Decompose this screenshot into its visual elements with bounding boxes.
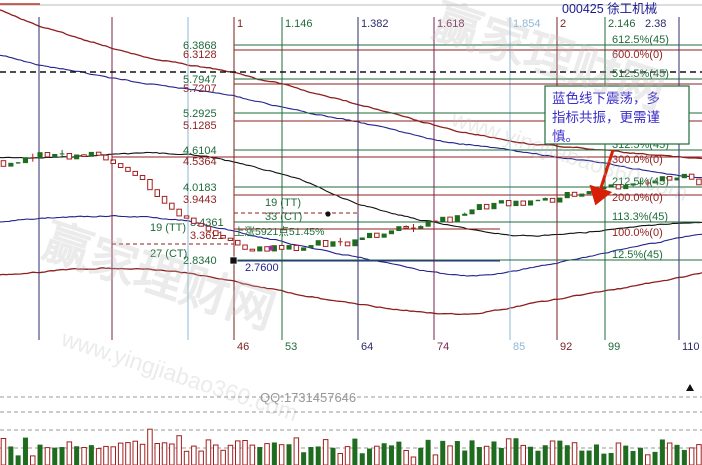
svg-text:4.5364: 4.5364	[183, 156, 217, 168]
svg-text:1: 1	[237, 18, 243, 30]
svg-text:99: 99	[608, 341, 620, 353]
svg-text:92: 92	[560, 341, 572, 353]
svg-text:2.38: 2.38	[645, 18, 666, 30]
svg-text:64: 64	[361, 341, 373, 353]
svg-text:1.146: 1.146	[285, 18, 313, 30]
svg-text:1.382: 1.382	[361, 18, 389, 30]
svg-text:33 (CT): 33 (CT)	[265, 211, 302, 223]
svg-text:110: 110	[682, 341, 700, 353]
svg-text:12.5%(45): 12.5%(45)	[612, 249, 663, 261]
svg-text:85: 85	[513, 341, 525, 353]
svg-text:46: 46	[237, 341, 249, 353]
svg-text:5.1285: 5.1285	[183, 120, 217, 132]
svg-text:www.yingjiabao360.com: www.yingjiabao360.com	[58, 325, 302, 426]
svg-text:19 (TT): 19 (TT)	[150, 222, 186, 234]
svg-text:4.0183: 4.0183	[183, 182, 217, 194]
svg-text:100.0%(0): 100.0%(0)	[612, 227, 663, 239]
svg-text:3.3621: 3.3621	[190, 230, 224, 242]
svg-text:19 (TT): 19 (TT)	[265, 197, 301, 209]
svg-text:113.3%(45): 113.3%(45)	[612, 211, 668, 223]
svg-text:上涨5921点51.45%: 上涨5921点51.45%	[234, 226, 324, 238]
svg-text:53: 53	[285, 341, 297, 353]
svg-text:2.7600: 2.7600	[245, 262, 279, 274]
svg-text:2: 2	[560, 18, 566, 30]
svg-text:612.5%(45): 612.5%(45)	[612, 34, 669, 46]
svg-text:2.146: 2.146	[608, 18, 636, 30]
svg-text:5.2925: 5.2925	[183, 108, 217, 120]
svg-text:5.7207: 5.7207	[183, 83, 217, 95]
svg-text:3.9443: 3.9443	[183, 194, 217, 206]
svg-text:6.3128: 6.3128	[183, 49, 217, 61]
svg-text:000425 徐工机械: 000425 徐工机械	[562, 1, 658, 16]
svg-text:QQ:1731457646: QQ:1731457646	[260, 390, 356, 405]
svg-text:74: 74	[437, 341, 449, 353]
